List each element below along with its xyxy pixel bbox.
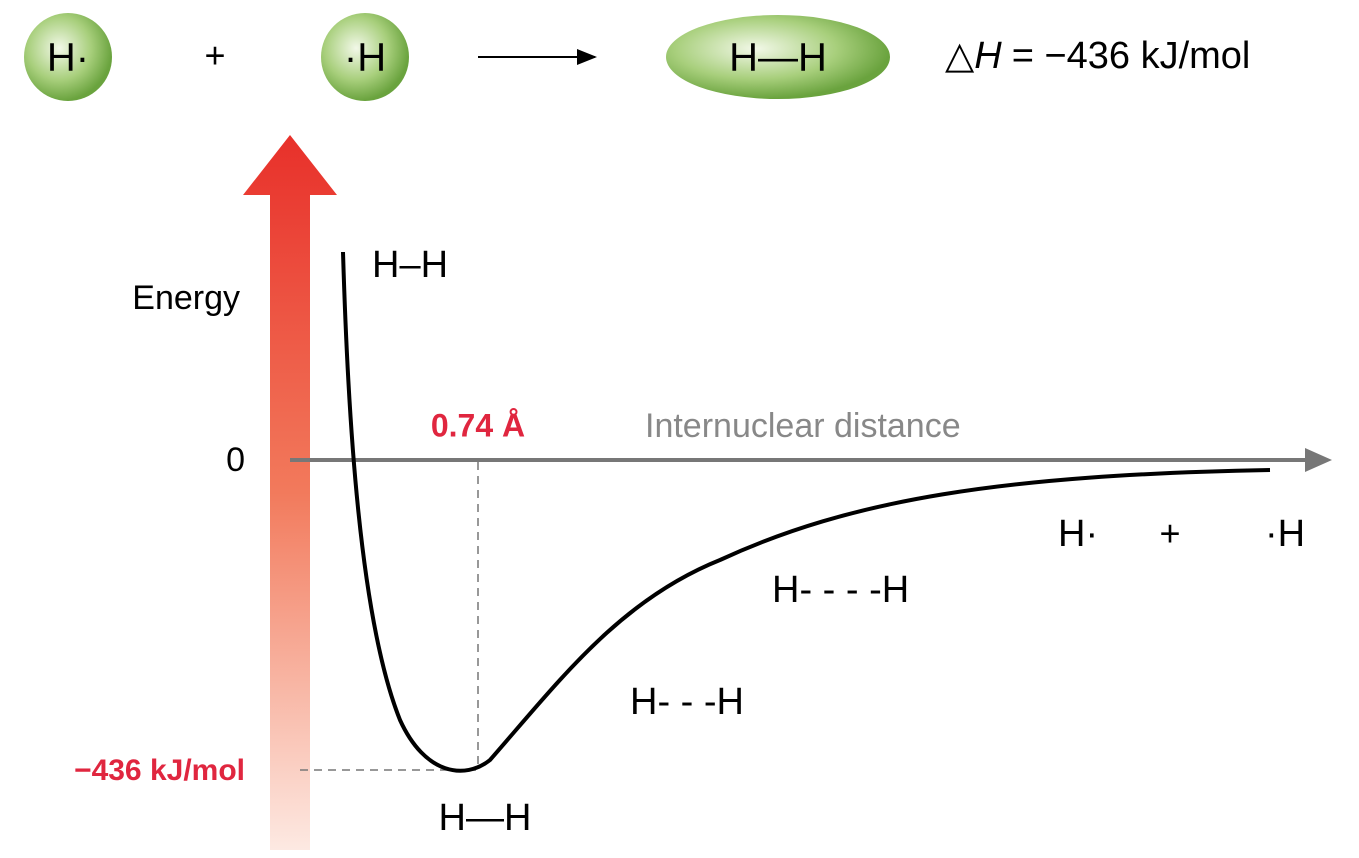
reactant: H· — [47, 36, 89, 80]
x-label: Internuclear distance — [645, 407, 961, 445]
curve-label: H- - -H — [630, 681, 744, 723]
product: H—H — [729, 36, 827, 80]
minimum-energy: −436 kJ/mol — [74, 754, 245, 787]
x-axis-arrow — [1305, 448, 1332, 472]
zero-label: 0 — [226, 441, 245, 479]
curve-label: + — [1159, 513, 1180, 554]
energy-curve — [343, 252, 1270, 771]
curve-label: H· — [1058, 513, 1098, 555]
curve-label: H–H — [372, 244, 448, 286]
reactant: ·H — [344, 36, 386, 80]
delta-h: △H= −436 kJ/mol — [945, 35, 1250, 77]
curve-label: ·H — [1265, 513, 1305, 555]
diagram: H· + ·H H—H △H= −436 kJ/mol Energy 0 Int… — [0, 0, 1359, 858]
y-label: Energy — [132, 279, 240, 317]
delta-symbol: △ — [945, 35, 975, 77]
curve-label: H- - - -H — [772, 569, 909, 611]
energy-arrow — [243, 135, 337, 850]
plus: + — [204, 35, 225, 76]
curve-label: H—H — [439, 797, 532, 839]
reaction: H· + ·H H—H △H= −436 kJ/mol — [24, 13, 1250, 101]
delta-variable: H — [974, 35, 1002, 77]
bond-length: 0.74 Å — [431, 407, 525, 443]
delta-value: = −436 kJ/mol — [1012, 35, 1251, 77]
